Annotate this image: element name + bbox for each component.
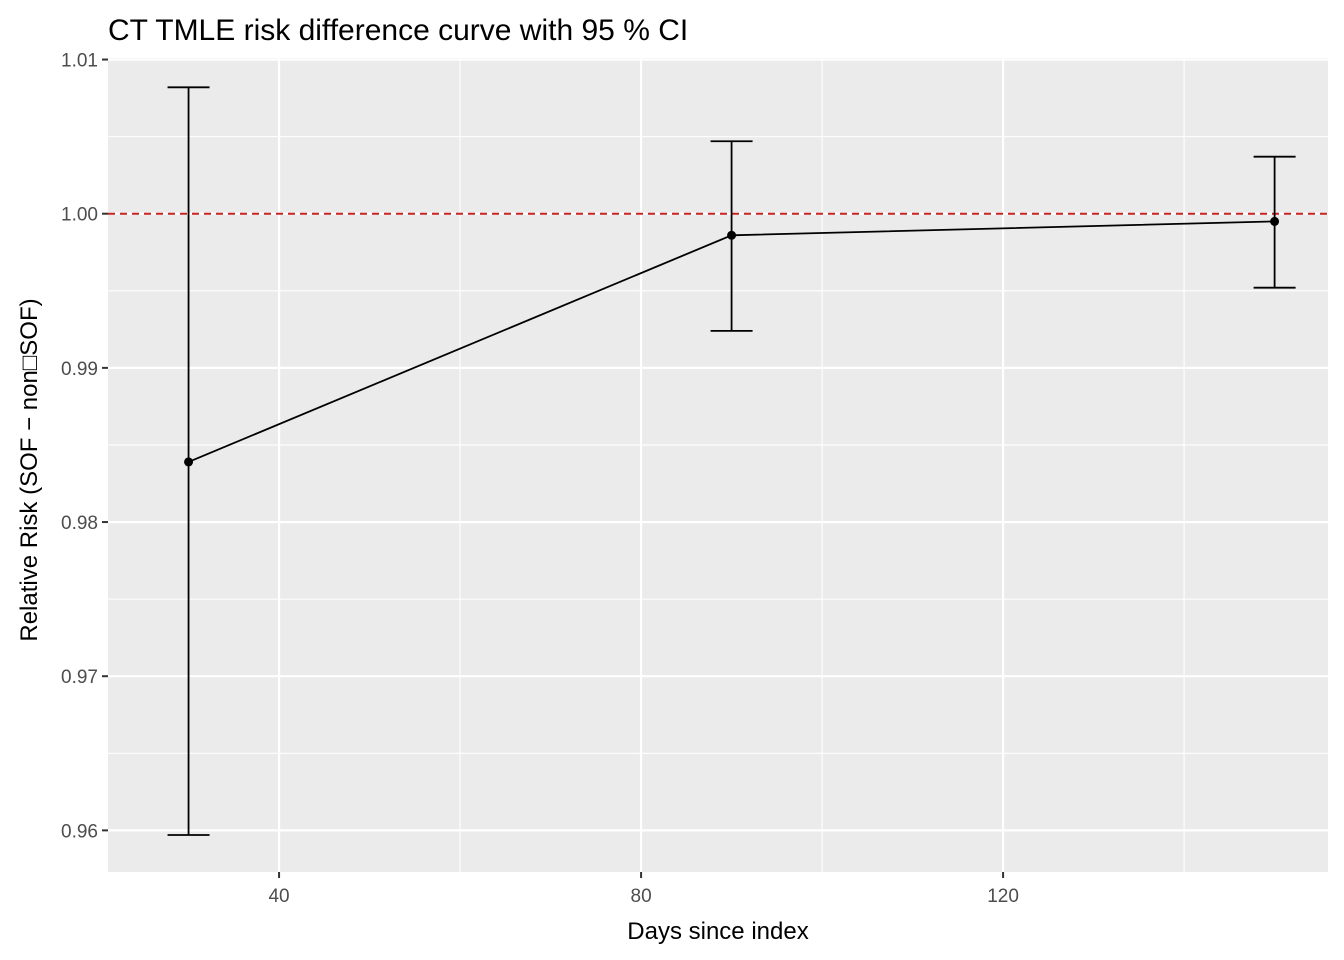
y-axis-title: Relative Risk (SOF − non□SOF) <box>16 298 43 641</box>
y-tick-label: 0.96 <box>61 821 98 842</box>
data-point <box>1270 216 1280 226</box>
y-tick-label: 1.01 <box>61 51 98 72</box>
data-point <box>184 457 194 467</box>
x-axis-title: Days since index <box>627 918 808 945</box>
x-tick-label: 120 <box>987 886 1019 907</box>
y-tick-label: 0.97 <box>61 667 98 688</box>
plot-area: 40 80 120 0.96 0.97 0.98 0.99 1.00 1.01 <box>61 51 1328 907</box>
x-tick-label: 40 <box>268 886 289 907</box>
x-tick-label: 80 <box>631 886 652 907</box>
chart-title: CT TMLE risk difference curve with 95 % … <box>108 14 688 47</box>
y-tick-label: 0.99 <box>61 359 98 380</box>
data-point <box>727 230 737 240</box>
y-tick-label: 1.00 <box>61 205 98 226</box>
y-tick-label: 0.98 <box>61 513 98 534</box>
plot-panel <box>108 58 1328 872</box>
